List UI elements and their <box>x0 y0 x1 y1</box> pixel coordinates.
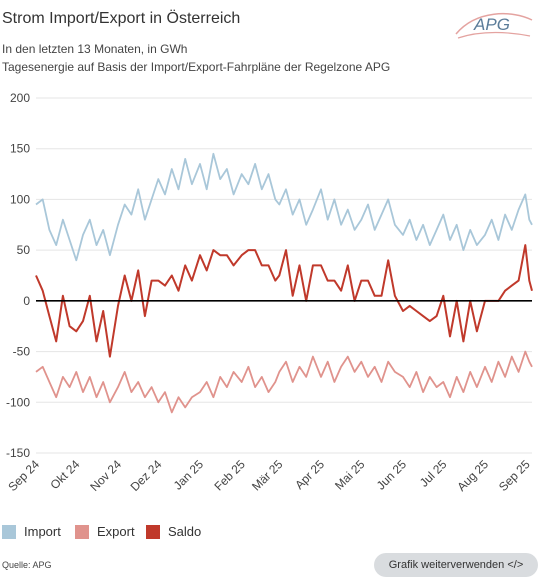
source-note: Quelle: APG <box>2 560 52 570</box>
x-tick-label: Feb 25 <box>212 457 249 494</box>
y-axis-tick-labels: -150 -100 -50 0 50 100 150 200 <box>6 91 30 460</box>
chart-title: Strom Import/Export in Österreich <box>2 10 241 27</box>
x-tick-label: Mär 25 <box>249 457 286 494</box>
logo-text: APG <box>473 15 510 34</box>
legend-label-export: Export <box>97 524 135 539</box>
line-chart: -150 -100 -50 0 50 100 150 200 Sep 24 Okt 24 Nov … <box>5 91 533 494</box>
x-tick-label: Jun 25 <box>374 457 410 493</box>
apg-logo: APG <box>455 12 533 39</box>
y-tick-label: -50 <box>13 345 31 359</box>
logo-swoosh <box>455 12 533 35</box>
y-tick-label: 0 <box>23 294 30 308</box>
chart-subtitle-unit: In den letzten 13 Monaten, in GWh <box>2 42 188 56</box>
series-lines <box>35 152 533 414</box>
legend-label-import: Import <box>24 524 61 539</box>
x-tick-label: Nov 24 <box>87 457 124 494</box>
logo-swoosh-lower <box>457 31 531 39</box>
series-line-saldo <box>35 244 533 358</box>
legend-swatch-export <box>75 525 89 539</box>
y-tick-label: -150 <box>6 446 30 460</box>
y-tick-label: -100 <box>6 395 30 409</box>
y-tick-label: 100 <box>10 192 30 206</box>
series-line-import <box>35 152 533 262</box>
reuse-chart-button[interactable]: Grafik weiterverwenden </> <box>374 553 538 577</box>
legend-swatch-saldo <box>146 525 160 539</box>
x-tick-label: Okt 24 <box>48 457 83 492</box>
y-tick-label: 50 <box>17 243 31 257</box>
x-tick-label: Dez 24 <box>128 457 165 494</box>
series-line-export <box>35 350 533 414</box>
x-tick-label: Jan 25 <box>171 457 207 493</box>
x-tick-label: Jul 25 <box>417 457 450 490</box>
legend-label-saldo: Saldo <box>168 524 202 539</box>
x-tick-label: Apr 25 <box>292 457 327 492</box>
y-tick-label: 200 <box>10 91 30 105</box>
legend-swatch-import <box>2 525 16 539</box>
x-tick-label: Aug 25 <box>454 457 491 494</box>
y-tick-label: 150 <box>10 142 30 156</box>
x-axis-tick-labels: Sep 24 Okt 24 Nov 24 Dez 24 Jan 25 Feb 25 Mär … <box>5 457 533 494</box>
x-tick-label: Mai 25 <box>332 457 368 493</box>
x-tick-label: Sep 24 <box>5 457 42 494</box>
x-tick-label: Sep 25 <box>496 457 533 494</box>
chart-subtitle-description: Tagesenergie auf Basis der Import/Export… <box>2 60 391 74</box>
grid-lines <box>36 97 532 454</box>
